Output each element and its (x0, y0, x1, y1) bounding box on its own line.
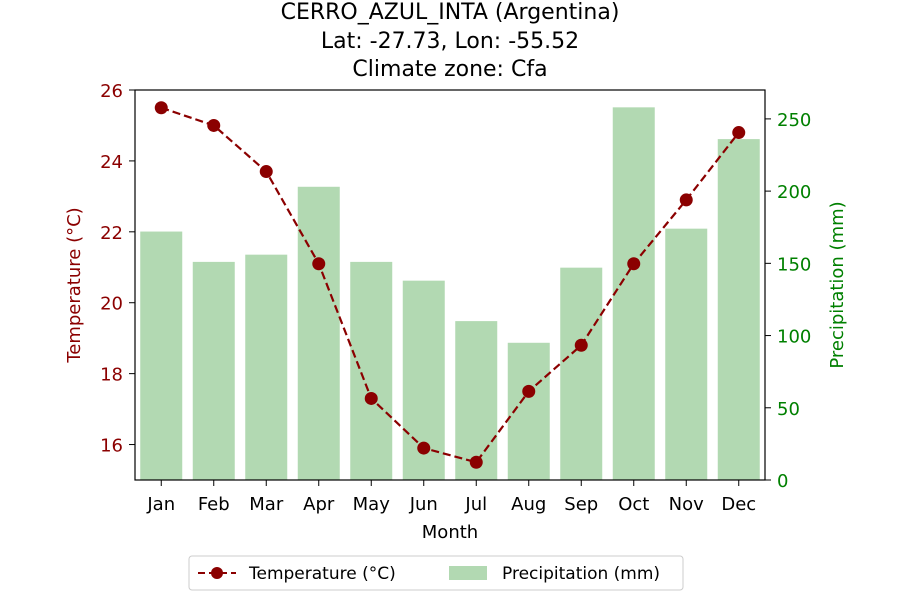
legend-temperature-label: Temperature (°C) (248, 564, 396, 584)
precipitation-bar-may (350, 261, 393, 480)
precipitation-bar-mar (245, 254, 288, 480)
left-tick-label: 20 (100, 294, 123, 315)
right-tick-label: 200 (777, 182, 811, 203)
plot-frame (134, 89, 766, 481)
precipitation-bar-feb (192, 261, 235, 480)
temperature-point-may (364, 391, 378, 405)
x-tick-label-nov: Nov (669, 494, 704, 515)
x-tick-label-may: May (353, 494, 391, 515)
precipitation-bar-jul (455, 321, 498, 480)
right-tick-label: 100 (777, 327, 811, 348)
temperature-point-feb (207, 118, 221, 132)
legend-precipitation-swatch (449, 566, 487, 580)
x-tick-label-jun: Jun (409, 494, 438, 515)
legend-temperature-marker (211, 567, 223, 579)
x-tick-label-dec: Dec (721, 494, 756, 515)
left-tick-label: 16 (100, 436, 123, 457)
legend: Temperature (°C) Precipitation (mm) (188, 555, 684, 591)
precipitation-bar-nov (665, 228, 708, 480)
left-axis-label: Temperature (°C) (64, 207, 85, 363)
chart-title-line-3: Climate zone: Cfa (352, 57, 548, 82)
temperature-point-nov (679, 193, 693, 207)
temperature-point-dec (732, 126, 746, 140)
chart-title-line-1: CERRO_AZUL_INTA (Argentina) (280, 0, 620, 25)
temperature-point-sep (574, 338, 588, 352)
x-tick-label-sep: Sep (564, 494, 598, 515)
left-tick-label: 18 (100, 365, 123, 386)
x-tick-label-oct: Oct (618, 494, 649, 515)
right-tick-label: 50 (777, 399, 800, 420)
temperature-point-mar (259, 165, 273, 179)
x-tick-label-jul: Jul (464, 494, 487, 515)
temperature-point-jul (469, 455, 483, 469)
precipitation-bar-oct (612, 107, 655, 480)
legend-precipitation-label: Precipitation (mm) (502, 564, 660, 584)
temperature-line-layer (154, 101, 746, 469)
precipitation-bar-jan (140, 231, 183, 480)
left-tick-label: 22 (100, 223, 123, 244)
x-tick-label-jan: Jan (146, 494, 175, 515)
precipitation-bar-sep (560, 267, 603, 480)
axes: Jan Feb Mar Apr May Jun Jul Aug Sep Oct Nov Dec 16 18… (100, 81, 811, 515)
x-tick-label-apr: Apr (303, 494, 335, 515)
x-tick-label-mar: Mar (249, 494, 284, 515)
right-axis-label: Precipitation (mm) (827, 201, 848, 368)
temperature-point-oct (627, 257, 641, 271)
precipitation-bar-dec (717, 139, 760, 480)
precipitation-bars (140, 107, 760, 480)
x-tick-label-feb: Feb (198, 494, 230, 515)
left-tick-label: 24 (100, 152, 123, 173)
temperature-point-jun (417, 441, 431, 455)
temperature-line (160, 106, 740, 464)
temperature-point-apr (312, 257, 326, 271)
temperature-point-aug (522, 384, 536, 398)
right-tick-label: 250 (777, 110, 811, 131)
chart-title-line-2: Lat: -27.73, Lon: -55.52 (320, 29, 580, 54)
x-tick-label-aug: Aug (511, 494, 546, 515)
temperature-point-jan (154, 101, 168, 115)
left-tick-label: 26 (100, 81, 123, 102)
right-tick-label: 0 (777, 471, 788, 492)
legend-frame (188, 555, 684, 591)
x-axis-label: Month (422, 522, 478, 543)
right-tick-label: 150 (777, 254, 811, 275)
precipitation-bar-apr (297, 186, 340, 480)
